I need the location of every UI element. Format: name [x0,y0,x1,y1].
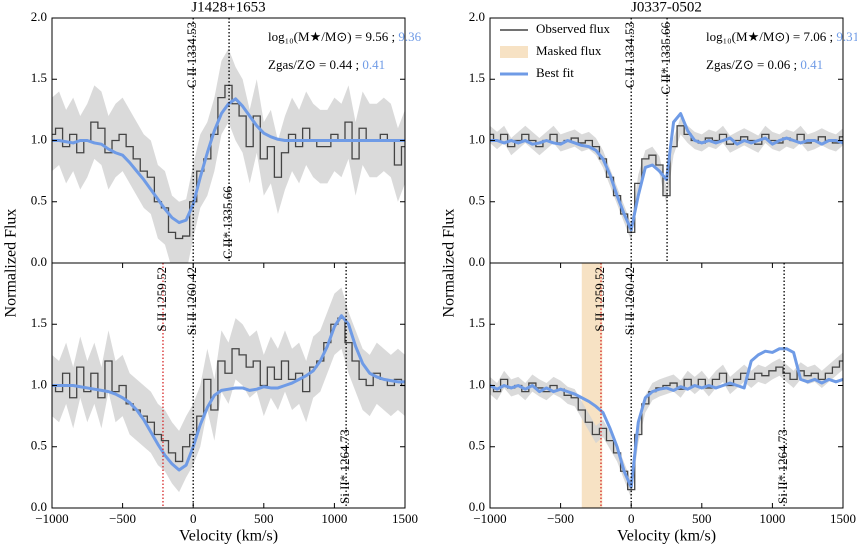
y-tick-label: 2.0 [31,9,47,24]
x-tick-label: 500 [692,511,712,526]
line-label: Si II 1260.42 [184,267,199,335]
masked-region [581,263,603,508]
y-tick-label: 0.5 [469,438,485,453]
best-fit [52,97,405,225]
observed-flux [490,360,843,491]
annotation-fit: 0.41 [362,57,385,72]
line-label: S II 1259.52 [592,267,607,332]
legend-label: Best fit [536,65,574,80]
error-band [490,352,843,499]
observed-flux [52,317,405,463]
annotation-text: Zgas/Z⊙ = 0.06 ; [706,57,800,72]
annotation: Zgas/Z⊙ = 0.06 ; 0.41 [706,57,823,72]
y-tick-label: 1.5 [31,315,47,330]
y-tick-label: 1.0 [469,131,485,146]
y-tick-label: 1.0 [31,376,47,391]
y-tick-label: 1.0 [469,376,485,391]
legend-label: Observed flux [536,21,611,36]
annotation-text: log₁₀(M★/M⊙) = 9.56 ; [268,29,398,44]
error-band [490,117,843,241]
best-fit [490,347,843,489]
chart-title: J1428+1653 [191,0,265,15]
x-tick-label: −1000 [473,511,506,526]
y-tick-label: 0.0 [469,254,485,269]
line-label: C II* 1335.66 [658,22,673,95]
x-tick-label: 1500 [392,511,418,526]
annotation: log₁₀(M★/M⊙) = 9.56 ; 9.36 [268,29,422,44]
annotation: Zgas/Z⊙ = 0.44 ; 0.41 [268,57,385,72]
plot-area [52,287,405,493]
annotation-text: Zgas/Z⊙ = 0.44 ; [268,57,362,72]
y-tick-label: 0.0 [31,254,47,269]
line-label: Si II* 1264.73 [775,429,790,504]
x-tick-label: 0 [628,511,635,526]
y-axis-label: Normalized Flux [3,209,20,318]
x-tick-label: −1000 [35,511,68,526]
chart-title: J0337-0502 [631,0,702,15]
annotation-text: log₁₀(M★/M⊙) = 7.06 ; [706,29,836,44]
annotation-fit: 9.31 [836,29,857,44]
y-tick-label: 0.0 [469,499,485,514]
line-label: C II 1334.53 [184,22,199,88]
x-tick-label: 0 [190,511,197,526]
annotation-fit: 0.41 [800,57,823,72]
y-tick-label: 0.0 [31,499,47,514]
y-tick-label: 0.5 [31,193,47,208]
x-tick-label: 1000 [759,511,785,526]
x-tick-label: 500 [254,511,274,526]
observed-flux [52,84,405,240]
best-fit [52,314,405,472]
x-tick-label: −500 [109,511,136,526]
annotation-fit: 9.36 [398,29,421,44]
legend-label: Masked flux [536,43,602,58]
y-axis-label: Normalized Flux [441,209,458,318]
line-label: Si II* 1264.73 [337,429,352,504]
legend-swatch [500,46,528,58]
line-label: S II 1259.52 [154,267,169,332]
y-tick-label: 0.5 [31,438,47,453]
y-tick-label: 1.5 [469,70,485,85]
x-axis-label: Velocity (km/s) [179,528,278,545]
line-label: C II* 1335.66 [220,186,235,259]
line-label: C II 1334.53 [622,22,637,88]
y-tick-label: 1.5 [469,315,485,330]
x-tick-label: 1000 [321,511,347,526]
y-tick-label: 0.5 [469,193,485,208]
x-axis-label: Velocity (km/s) [617,528,716,545]
y-tick-label: 1.0 [31,131,47,146]
y-tick-label: 1.5 [31,70,47,85]
plot-area [490,263,843,508]
line-label: Si II 1260.42 [622,267,637,335]
x-tick-label: 1500 [830,511,856,526]
x-tick-label: −500 [547,511,574,526]
y-tick-label: 2.0 [469,9,485,24]
annotation: log₁₀(M★/M⊙) = 7.06 ; 9.31 [706,29,857,44]
